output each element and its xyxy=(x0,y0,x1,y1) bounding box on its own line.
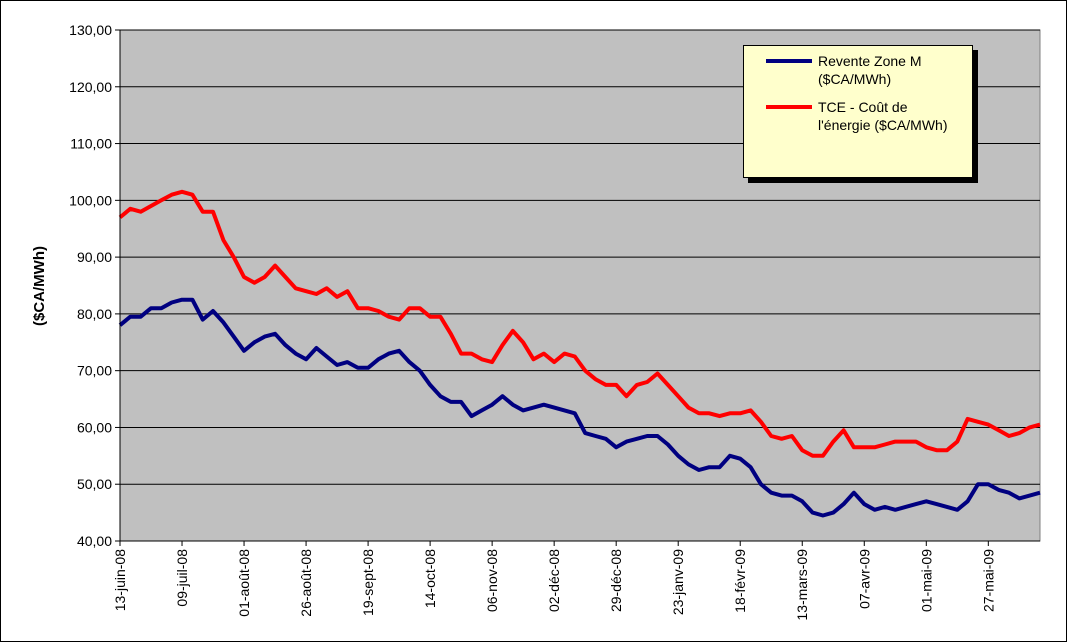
y-axis-label: ($CA/MWh) xyxy=(31,246,48,326)
y-tick-label: 50,00 xyxy=(77,476,112,492)
legend: Revente Zone M ($CA/MWh) TCE - Coût de l'… xyxy=(743,45,973,178)
y-tick-label: 70,00 xyxy=(77,363,112,379)
y-tick-label: 80,00 xyxy=(77,306,112,322)
y-tick-label: 100,00 xyxy=(69,192,112,208)
x-tick-label: 27-mai-09 xyxy=(980,549,996,612)
x-tick-label: 23-janv-09 xyxy=(670,549,686,615)
x-tick-label: 06-nov-08 xyxy=(484,549,500,612)
x-tick-label: 14-oct-08 xyxy=(422,549,438,608)
x-tick-label: 26-août-08 xyxy=(298,549,314,617)
y-tick-label: 130,00 xyxy=(69,22,112,38)
y-tick-label: 90,00 xyxy=(77,249,112,265)
y-tick-label: 120,00 xyxy=(69,79,112,95)
x-tick-label: 13-mars-09 xyxy=(794,549,810,621)
x-tick-label: 13-juin-08 xyxy=(112,549,128,611)
series-line xyxy=(118,297,1041,518)
legend-swatch xyxy=(766,59,812,63)
y-tick-label: 110,00 xyxy=(70,136,112,152)
x-tick-label: 19-sept-08 xyxy=(360,549,376,616)
y-tick-label: 60,00 xyxy=(77,419,112,435)
legend-label: Revente Zone M ($CA/MWh) xyxy=(818,53,922,87)
legend-item: Revente Zone M ($CA/MWh) xyxy=(744,52,972,88)
y-tick-label: 40,00 xyxy=(77,533,112,549)
legend-item: TCE - Coût de l'énergie ($CA/MWh) xyxy=(744,98,972,134)
x-tick-label: 09-juil-08 xyxy=(174,549,190,607)
legend-label: TCE - Coût de l'énergie ($CA/MWh) xyxy=(818,99,948,133)
x-tick-label: 07-avr-09 xyxy=(856,549,872,609)
x-tick-label: 18-févr-09 xyxy=(732,549,748,613)
x-tick-label: 02-déc-08 xyxy=(546,549,562,612)
x-tick-label: 29-déc-08 xyxy=(608,549,624,612)
x-tick-label: 01-mai-09 xyxy=(918,549,934,612)
legend-swatch xyxy=(766,105,812,109)
x-tick-label: 01-août-08 xyxy=(236,549,252,617)
series-line xyxy=(118,189,1041,458)
